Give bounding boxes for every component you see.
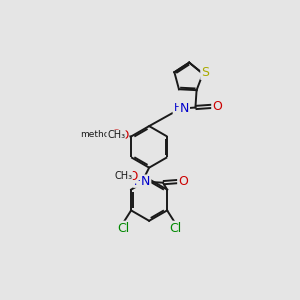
Text: methoxy: methoxy (80, 130, 120, 140)
Text: CH₃: CH₃ (114, 171, 132, 182)
Text: H: H (173, 103, 182, 113)
Text: O: O (111, 128, 120, 141)
Text: S: S (201, 66, 209, 79)
Text: O: O (129, 170, 138, 183)
Text: H: H (134, 177, 142, 187)
Text: O: O (120, 129, 129, 142)
Text: O: O (212, 100, 222, 113)
Text: N: N (141, 176, 150, 188)
Text: O: O (178, 175, 188, 188)
Text: Cl: Cl (169, 222, 181, 235)
Text: Cl: Cl (117, 222, 129, 235)
Text: N: N (180, 102, 189, 115)
Text: CH₃: CH₃ (107, 130, 125, 140)
